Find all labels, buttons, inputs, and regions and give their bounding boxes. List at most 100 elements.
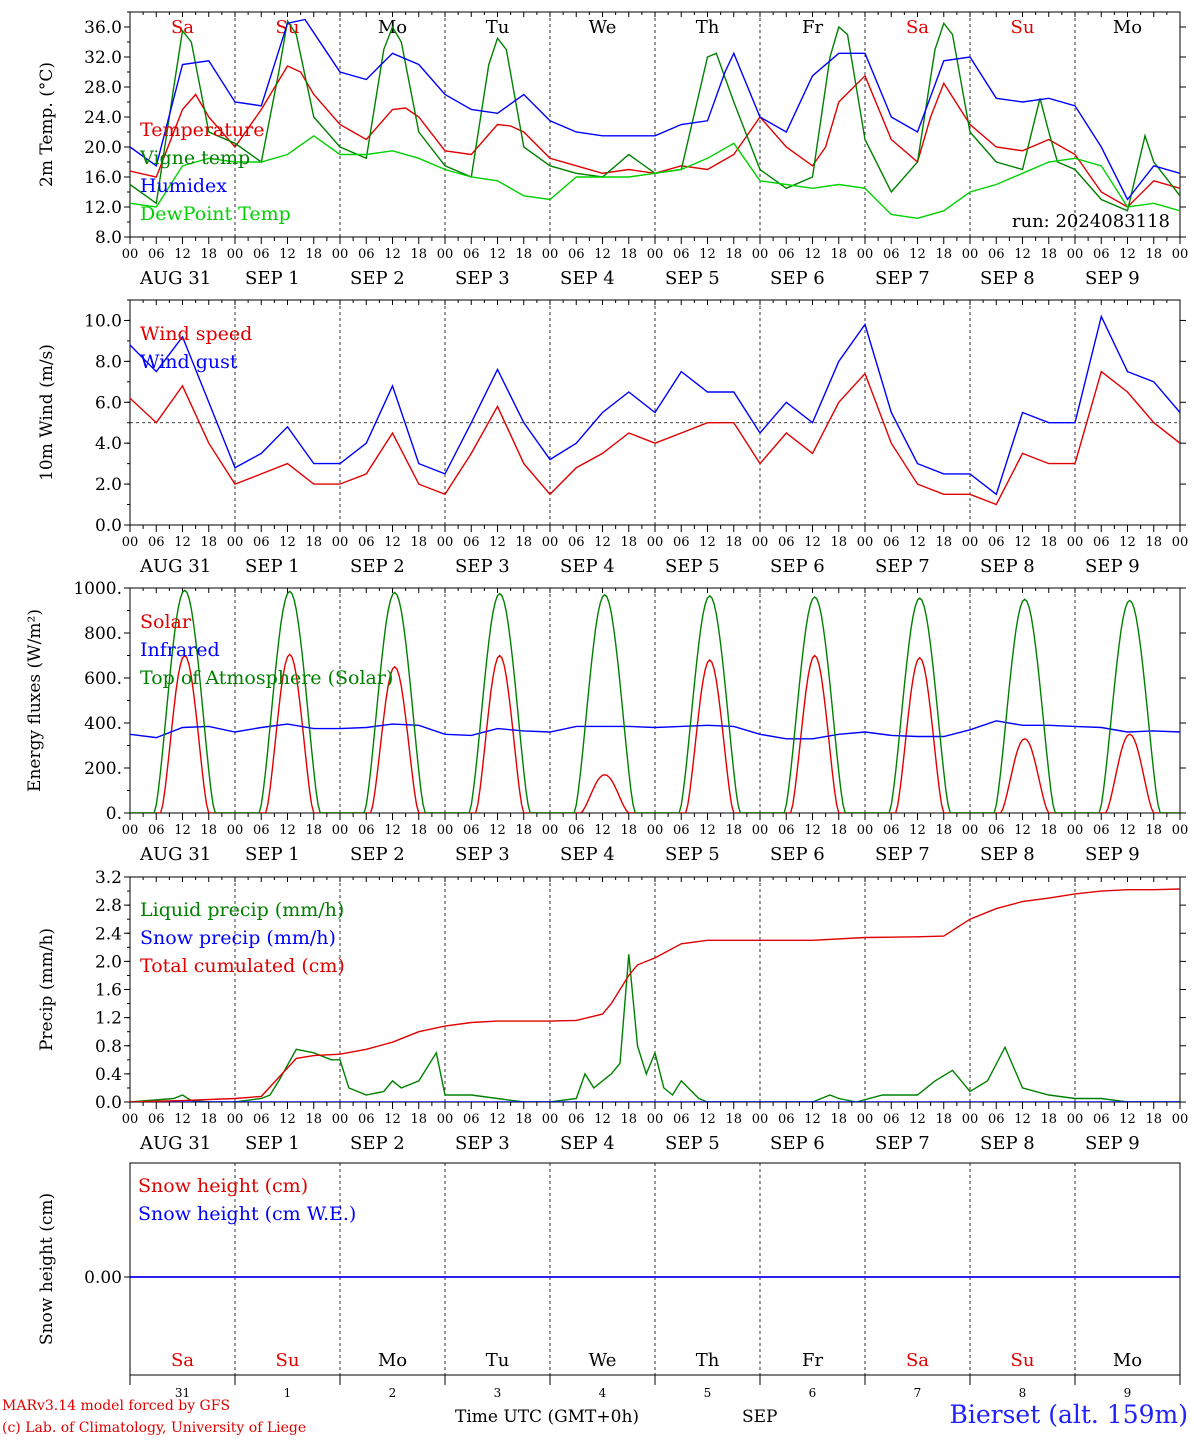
- y-tick-label: 16.0: [84, 168, 122, 188]
- hour-tick-label: 12: [1119, 823, 1136, 838]
- hour-tick-label: 12: [279, 247, 296, 262]
- hour-tick-label: 06: [358, 535, 375, 550]
- hour-tick-label: 00: [227, 823, 244, 838]
- y-tick-label: 800.: [84, 624, 122, 644]
- date-label: SEP 6: [770, 1133, 825, 1154]
- y-axis-title: Snow height (cm): [37, 1193, 57, 1345]
- y-tick-label: 200.: [84, 759, 122, 779]
- hour-tick-label: 12: [804, 823, 821, 838]
- hour-tick-label: 06: [463, 823, 480, 838]
- hour-tick-label: 06: [883, 1112, 900, 1127]
- legend-entry: Vigne temp: [139, 147, 250, 169]
- run-label: run: 2024083118: [1012, 211, 1170, 232]
- hour-tick-label: 00: [962, 1112, 979, 1127]
- date-label: SEP 6: [770, 556, 825, 577]
- date-label: SEP 2: [350, 268, 405, 289]
- hour-tick-label: 00: [227, 247, 244, 262]
- hour-tick-label: 18: [200, 247, 217, 262]
- hour-tick-label: 00: [647, 535, 664, 550]
- hour-tick-label: 18: [935, 247, 952, 262]
- date-label: SEP 8: [980, 844, 1035, 865]
- hour-tick-label: 00: [542, 247, 559, 262]
- hour-tick-label: 00: [647, 247, 664, 262]
- date-label: SEP 2: [350, 1133, 405, 1154]
- hour-tick-label: 06: [1093, 823, 1110, 838]
- y-tick-label: 0.0: [95, 516, 122, 536]
- hour-tick-label: 06: [883, 823, 900, 838]
- hour-tick-label: 12: [909, 535, 926, 550]
- hour-tick-label: 06: [568, 823, 585, 838]
- hour-tick-label: 12: [804, 247, 821, 262]
- hour-tick-label: 00: [752, 823, 769, 838]
- date-label: SEP 1: [245, 1133, 300, 1154]
- hour-tick-label: 12: [594, 823, 611, 838]
- hour-tick-label: 00: [122, 247, 139, 262]
- y-tick-label: 8.0: [95, 228, 122, 248]
- hour-tick-label: 06: [673, 823, 690, 838]
- hour-tick-label: 18: [1145, 535, 1162, 550]
- weekday-label: We: [589, 17, 617, 38]
- series-line-top-of-atmosphere-solar-: [130, 589, 1180, 813]
- date-label: SEP 3: [455, 844, 510, 865]
- series-line-solar: [130, 653, 1180, 813]
- date-label: SEP 7: [875, 844, 930, 865]
- hour-tick-label: 00: [1067, 823, 1084, 838]
- hour-tick-label: 00: [542, 1112, 559, 1127]
- hour-tick-label: 18: [410, 1112, 427, 1127]
- hour-tick-label: 18: [515, 823, 532, 838]
- date-label: SEP 4: [560, 1133, 615, 1154]
- hour-tick-label: 00: [437, 823, 454, 838]
- date-label: AUG 31: [139, 1133, 211, 1154]
- hour-tick-label: 06: [988, 823, 1005, 838]
- hour-tick-label: 00: [332, 247, 349, 262]
- hour-tick-label: 06: [988, 1112, 1005, 1127]
- hour-tick-label: 12: [804, 1112, 821, 1127]
- hour-tick-label: 00: [752, 1112, 769, 1127]
- hour-tick-label: 18: [410, 823, 427, 838]
- hour-tick-label: 06: [883, 535, 900, 550]
- station-name: Bierset (alt. 159m): [949, 1400, 1188, 1429]
- hour-tick-label: 00: [962, 535, 979, 550]
- hour-tick-label: 00: [332, 535, 349, 550]
- weekday-label: Tu: [486, 1350, 510, 1371]
- hour-tick-label: 12: [1119, 535, 1136, 550]
- hour-tick-label: 12: [909, 1112, 926, 1127]
- hour-tick-label: 18: [935, 1112, 952, 1127]
- hour-tick-label: 12: [384, 1112, 401, 1127]
- hour-tick-label: 18: [725, 823, 742, 838]
- hour-tick-label: 18: [620, 535, 637, 550]
- legend-entry: Wind speed: [140, 323, 252, 345]
- hour-tick-label: 00: [857, 535, 874, 550]
- hour-tick-label: 00: [857, 823, 874, 838]
- hour-tick-label: 12: [699, 535, 716, 550]
- hour-tick-label: 12: [1119, 1112, 1136, 1127]
- y-tick-label: 6.0: [95, 393, 122, 413]
- hour-tick-label: 18: [515, 1112, 532, 1127]
- date-label: SEP 5: [665, 556, 720, 577]
- hour-tick-label: 18: [830, 823, 847, 838]
- y-tick-label: 32.0: [84, 48, 122, 68]
- day-number-label: 1: [284, 1386, 292, 1400]
- y-axis-title: 2m Temp. (°C): [37, 62, 57, 187]
- hour-tick-label: 12: [174, 247, 191, 262]
- hour-tick-label: 06: [148, 247, 165, 262]
- date-label: SEP 5: [665, 268, 720, 289]
- y-tick-label: 1.6: [95, 981, 122, 1001]
- day-number-label: 9: [1124, 1386, 1132, 1400]
- hour-tick-label: 00: [1067, 1112, 1084, 1127]
- hour-tick-label: 06: [778, 823, 795, 838]
- hour-tick-label: 18: [1040, 823, 1057, 838]
- hour-tick-label: 12: [384, 247, 401, 262]
- y-tick-label: 36.0: [84, 18, 122, 38]
- legend-entry: Temperature: [140, 119, 264, 141]
- weekday-label: Th: [696, 1350, 720, 1371]
- y-tick-label: 1000.: [73, 579, 122, 599]
- y-tick-label: 24.0: [84, 108, 122, 128]
- hour-tick-label: 18: [935, 535, 952, 550]
- date-label: SEP 3: [455, 268, 510, 289]
- day-number-label: 4: [599, 1386, 607, 1400]
- hour-tick-label: 18: [935, 823, 952, 838]
- date-label: SEP 8: [980, 1133, 1035, 1154]
- date-label: SEP 6: [770, 844, 825, 865]
